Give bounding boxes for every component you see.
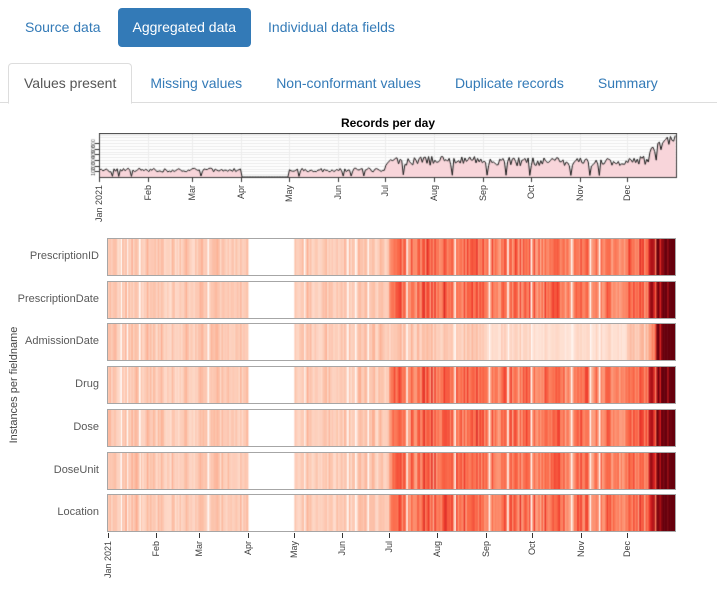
- heatmap-row-prescriptionid: [107, 238, 676, 276]
- tab-values-present[interactable]: Values present: [8, 63, 133, 104]
- x-axis-month-label: Sep: [480, 541, 491, 558]
- tab-individual-data-fields[interactable]: Individual data fields: [268, 19, 395, 35]
- x-axis-tick: [199, 533, 200, 538]
- x-axis-month-label: May: [289, 541, 300, 559]
- x-axis-month-label: Jan 2021: [94, 185, 104, 223]
- fieldname-row-label: Drug: [75, 378, 99, 390]
- fieldname-row-label: Dose: [73, 421, 99, 433]
- fieldname-row-label: PrescriptionID: [29, 250, 99, 262]
- x-axis-tick: [294, 533, 295, 538]
- x-axis-month-label: Aug: [432, 541, 443, 558]
- x-axis-tick: [389, 533, 390, 538]
- x-axis-tick: [437, 533, 438, 538]
- x-axis-month-label: Jun: [337, 541, 348, 556]
- x-axis-month-label: Apr: [242, 541, 253, 556]
- fieldname-row-label: PrescriptionDate: [17, 293, 99, 305]
- heatmap-row-canvas: [108, 367, 675, 403]
- x-axis-month-label: Oct: [527, 541, 538, 556]
- records-per-day-chart: [84, 133, 678, 183]
- fieldname-row-label: DoseUnit: [53, 464, 99, 476]
- heatmap-row-doseunit: [107, 452, 676, 490]
- heatmap-row-canvas: [108, 495, 675, 531]
- tab-duplicate-records[interactable]: Duplicate records: [454, 75, 564, 91]
- x-axis-tick: [532, 533, 533, 538]
- heatmap-row-canvas: [108, 239, 675, 275]
- tab-source-data[interactable]: Source data: [25, 19, 101, 35]
- primary-tab-bar: Source data Aggregated data Individual d…: [10, 8, 412, 47]
- fieldname-row-label: Location: [57, 506, 99, 518]
- heatmap-row-dose: [107, 409, 676, 447]
- tab-missing-values[interactable]: Missing values: [150, 75, 243, 91]
- tab-summary[interactable]: Summary: [597, 75, 658, 91]
- heatmap-row-canvas: [108, 324, 675, 360]
- heatmap-row-canvas: [108, 410, 675, 446]
- heatmap-row-canvas: [108, 282, 675, 318]
- heatmap-row-canvas: [108, 453, 675, 489]
- x-axis-tick: [248, 533, 249, 538]
- x-axis-month-label: Nov: [575, 541, 586, 558]
- x-axis-month-label: Jul: [384, 541, 395, 553]
- x-axis-tick: [156, 533, 157, 538]
- heatmap-row-prescriptiondate: [107, 281, 676, 319]
- x-axis-tick: [342, 533, 343, 538]
- fieldname-row-label: AdmissionDate: [25, 335, 99, 347]
- x-axis-tick: [581, 533, 582, 538]
- x-axis-month-label: Jan 2021: [102, 541, 113, 579]
- heatmap-row-location: [107, 494, 676, 532]
- heatmap-row-admissiondate: [107, 323, 676, 361]
- tab-bar-divider: [0, 102, 717, 103]
- x-axis-month-label: Mar: [194, 541, 205, 557]
- x-axis-tick: [627, 533, 628, 538]
- x-axis-tick: [486, 533, 487, 538]
- records-per-day-title: Records per day: [340, 116, 436, 130]
- heatmap-row-drug: [107, 366, 676, 404]
- tab-aggregated-data[interactable]: Aggregated data: [117, 8, 252, 47]
- x-axis-month-label: Dec: [622, 541, 633, 558]
- secondary-tab-bar: Values present Missing values Non-confor…: [8, 63, 676, 104]
- x-axis-tick: [108, 533, 109, 538]
- x-axis-month-label: Feb: [150, 541, 161, 557]
- tab-non-conformant-values[interactable]: Non-conformant values: [276, 75, 421, 91]
